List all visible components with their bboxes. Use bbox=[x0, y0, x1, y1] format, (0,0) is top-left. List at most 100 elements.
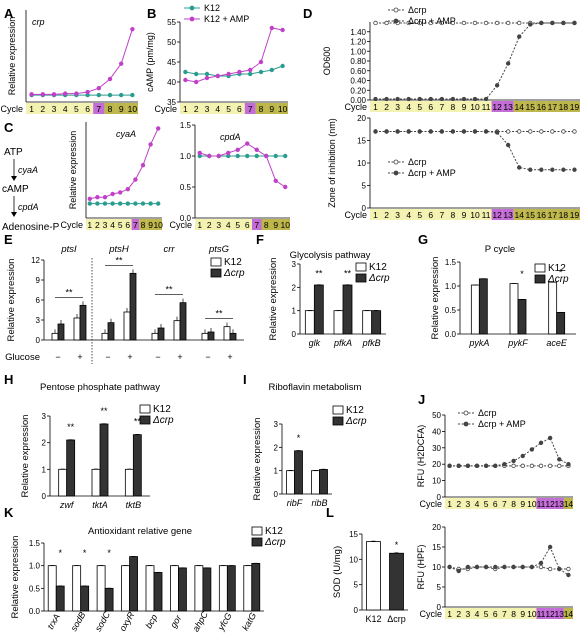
C1-inset-label: cyaA bbox=[116, 129, 136, 139]
J1-point bbox=[447, 463, 452, 469]
B-cycle-cell bbox=[255, 103, 267, 114]
E-star: ** bbox=[215, 309, 223, 319]
C1-point bbox=[117, 201, 123, 206]
B-series-line-0 bbox=[185, 65, 283, 77]
D2-cycle-cell bbox=[469, 209, 481, 220]
D1-legend-marker bbox=[393, 7, 399, 13]
K-x-label: sodC bbox=[93, 609, 112, 633]
D1-point bbox=[417, 96, 422, 102]
B-ylabel: cAMP (pm/mg) bbox=[145, 32, 155, 92]
B-point bbox=[247, 71, 253, 77]
L-y-tick-label: 15 bbox=[349, 530, 358, 539]
panel-letter-F: F bbox=[256, 232, 264, 247]
C2-cycle-cell bbox=[261, 219, 271, 230]
D1-cycle-cell bbox=[524, 101, 536, 112]
B-cycle-label: 4 bbox=[215, 104, 220, 114]
C2-cycle-label: 8 bbox=[264, 220, 269, 230]
J1-point bbox=[547, 435, 553, 441]
K-x-label: oxyR bbox=[117, 610, 136, 633]
E-star: ** bbox=[165, 285, 173, 295]
C2-cycle-cell bbox=[204, 219, 214, 230]
I-y-tick-label: 2 bbox=[274, 443, 279, 452]
I-legend-swatch bbox=[332, 405, 344, 415]
E-bar bbox=[157, 327, 165, 341]
J2-cycle-label: 4 bbox=[475, 609, 480, 619]
B-legend-marker bbox=[189, 16, 195, 22]
A-cycle-cell bbox=[82, 103, 94, 114]
pathway-camp: cAMP bbox=[2, 184, 29, 195]
E-bar bbox=[229, 332, 237, 341]
E-bar bbox=[129, 272, 137, 341]
J2-cycle-label: 7 bbox=[502, 609, 507, 619]
I-legend-label: K12 bbox=[346, 405, 364, 416]
E-bar bbox=[201, 332, 209, 341]
D1-cycle-label: 8 bbox=[451, 102, 456, 112]
chart-H: 0 1 2 3 ** zwf ** tktA ** tktB Relative expression… bbox=[20, 382, 174, 510]
C2-y-tick-label: 0.0 bbox=[180, 214, 192, 223]
J1-point bbox=[557, 463, 562, 469]
L-bar bbox=[389, 552, 404, 611]
L-y-tick-label: 10 bbox=[349, 555, 358, 564]
D2-cycle-cell bbox=[381, 209, 393, 220]
E-bar bbox=[123, 311, 131, 341]
D2-cycle-cell bbox=[447, 209, 459, 220]
J1-y-tick-label: 0 bbox=[437, 493, 442, 502]
D2-point bbox=[406, 129, 411, 134]
D2-cycle-cell bbox=[392, 209, 404, 220]
E-group-label: ptsG bbox=[208, 244, 229, 255]
C1-cycle-label: 2 bbox=[95, 220, 100, 230]
C1-cycle-label: 9 bbox=[148, 220, 153, 230]
A-point bbox=[107, 76, 113, 82]
J1-cycle-cell bbox=[490, 498, 500, 509]
B-y-tick-label: 50 bbox=[167, 38, 176, 47]
F-bar bbox=[313, 284, 324, 335]
D2-cycle-cell bbox=[370, 209, 382, 220]
pathway-arrowhead-2 bbox=[11, 212, 17, 217]
K-bar bbox=[55, 585, 65, 612]
K-bar bbox=[202, 567, 212, 612]
K-bar bbox=[226, 565, 236, 612]
B-cycle-label: 10 bbox=[278, 104, 288, 114]
C2-point bbox=[254, 153, 259, 159]
E-bar bbox=[151, 332, 159, 341]
E-legend-label: K12 bbox=[224, 257, 242, 268]
B-point bbox=[269, 25, 274, 31]
E-condition-label: − bbox=[205, 352, 210, 362]
D2-cycle-label: 17 bbox=[548, 210, 558, 220]
F-ylabel: Relative expression bbox=[268, 258, 279, 341]
C1-cycle-label: 6 bbox=[125, 220, 130, 230]
B-y-tick-label: 40 bbox=[167, 78, 176, 87]
D2-cycle-label: 13 bbox=[503, 210, 513, 220]
J2-cycle-word: Cycle bbox=[419, 609, 442, 619]
C2-point bbox=[207, 153, 212, 159]
A-cycle-cell bbox=[70, 103, 82, 114]
J1-y-tick-label: 10 bbox=[432, 477, 441, 486]
J1-y-tick-label: 50 bbox=[432, 411, 441, 420]
E-bar bbox=[101, 332, 109, 341]
J2-point bbox=[493, 564, 498, 570]
J2-cycle-label: 3 bbox=[465, 609, 470, 619]
B-point bbox=[280, 27, 285, 33]
D1-point bbox=[539, 20, 544, 26]
D1-y-tick-label: 0.20 bbox=[350, 86, 366, 95]
I-legend-swatch bbox=[332, 416, 344, 426]
D1-cycle-label: 3 bbox=[395, 102, 400, 112]
B-cycle-label: 1 bbox=[183, 104, 188, 114]
A-point bbox=[40, 92, 45, 97]
A-point bbox=[85, 89, 90, 95]
K-bar bbox=[194, 565, 204, 612]
J2-point bbox=[502, 564, 507, 570]
C1-point bbox=[148, 201, 153, 206]
panel-letter-G: G bbox=[418, 232, 428, 247]
J2-cycle-label: 2 bbox=[456, 609, 461, 619]
E-ylabel: Relative expression bbox=[6, 259, 17, 342]
J1-legend-marker bbox=[463, 410, 469, 416]
C1-point bbox=[102, 194, 108, 200]
J1-cycle-cell bbox=[445, 498, 455, 509]
C1-cycle-cell bbox=[93, 219, 102, 230]
E-group-label: ptsH bbox=[108, 244, 129, 255]
G-legend-swatch bbox=[534, 263, 546, 273]
C2-cycle-label: 1 bbox=[197, 220, 202, 230]
I-x-label: ribB bbox=[311, 498, 327, 508]
H-x-label: zwf bbox=[59, 500, 75, 510]
